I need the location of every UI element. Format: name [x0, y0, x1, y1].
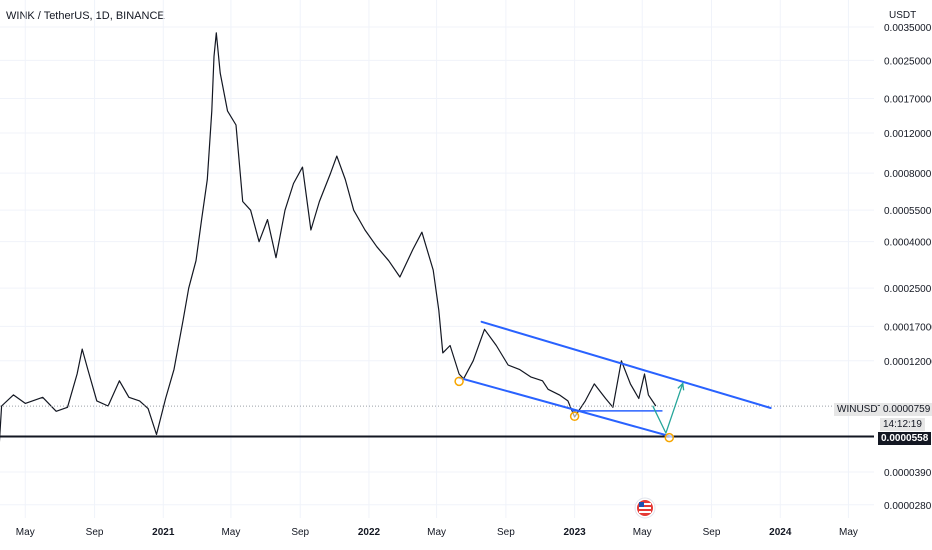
- time-axis-tick-label: May: [633, 527, 652, 538]
- price-axis-currency: USDT: [889, 10, 917, 21]
- chart-grid: [0, 0, 874, 518]
- price-axis-tick-label: 0.0008000: [884, 169, 932, 180]
- price-axis-tick-label: 0.00017000: [884, 322, 932, 333]
- channel-lower-trendline: [458, 376, 675, 439]
- price-series: [0, 32, 657, 443]
- last-price-label: 0.0000759: [880, 403, 932, 416]
- price-axis-tick-label: 0.0000390: [884, 468, 932, 479]
- price-axis-tick-label: 0.0035000: [884, 23, 932, 34]
- horizontal-level-label: 0.0000558: [878, 432, 932, 445]
- time-axis-tick-label: May: [16, 527, 35, 538]
- projection-path: [652, 382, 684, 434]
- price-axis-tick-label: 0.0012000: [884, 129, 932, 140]
- time-axis-tick-label: 2024: [769, 527, 792, 538]
- time-axis-tick-label: Sep: [497, 527, 515, 538]
- price-axis[interactable]: 0.0035000 0.0025000 0.0017000 0.0012000 0.00…: [884, 23, 932, 512]
- chart-title: WINK / TetherUS, 1D, BINANCE: [6, 10, 165, 22]
- bar-countdown-label: 14:12:19: [880, 418, 925, 431]
- price-series-line: [0, 32, 657, 443]
- time-axis-tick-label: May: [427, 527, 446, 538]
- price-axis-tick-label: 0.0017000: [884, 94, 932, 105]
- pivot-marker: [454, 376, 464, 387]
- time-axis-tick-label: Sep: [86, 527, 104, 538]
- price-axis-tick-label: 0.0000280: [884, 501, 932, 512]
- pivot-marker: [664, 432, 675, 443]
- price-axis-tick-label: 0.0005500: [884, 206, 932, 217]
- time-axis-tick-label: 2021: [152, 527, 175, 538]
- time-axis-tick-label: May: [221, 527, 240, 538]
- price-axis-tick-label: 0.00012000: [884, 357, 932, 368]
- pivot-marker: [569, 411, 580, 422]
- time-axis-tick-label: Sep: [703, 527, 721, 538]
- time-axis-tick-label: May: [839, 527, 858, 538]
- price-axis-tick-label: 0.0025000: [884, 56, 932, 67]
- channel-upper-trendline: [480, 320, 772, 409]
- price-axis-tick-label: 0.0002500: [884, 284, 932, 295]
- time-axis[interactable]: May Sep 2021 May Sep 2022 May Sep 2023 May Sep 2024…: [16, 527, 858, 538]
- price-axis-tick-label: 0.0004000: [884, 238, 932, 249]
- projection-arrowhead: [677, 381, 685, 391]
- time-axis-tick-label: 2022: [358, 527, 381, 538]
- events-flag-icon[interactable]: [634, 497, 656, 519]
- symbol-price-label: WINUSDT: [834, 403, 887, 416]
- drawings-layer[interactable]: [0, 320, 874, 443]
- time-axis-tick-label: Sep: [291, 527, 309, 538]
- time-axis-tick-label: 2023: [563, 527, 586, 538]
